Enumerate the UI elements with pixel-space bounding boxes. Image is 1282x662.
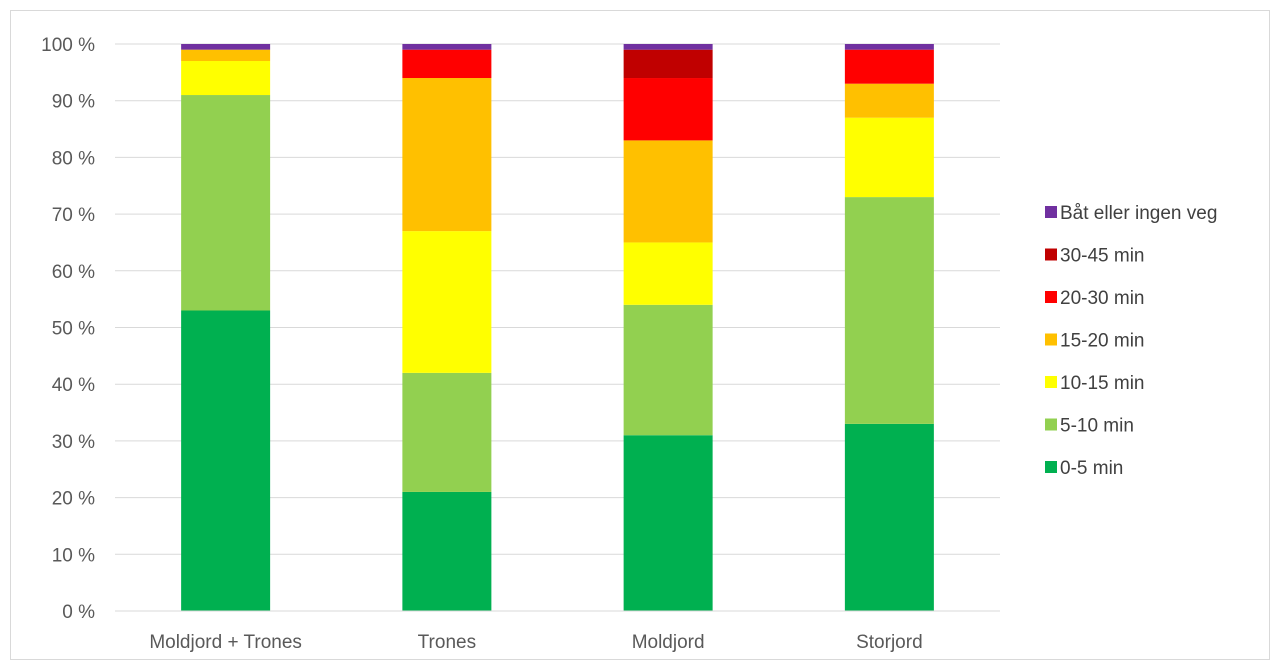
x-tick-label: Storjord — [856, 632, 923, 653]
bar-segment — [623, 304, 713, 436]
y-tick-label: 30 % — [52, 432, 95, 453]
y-tick-label: 80 % — [52, 148, 95, 169]
bar-segment — [402, 78, 492, 232]
bar-segment — [623, 140, 713, 243]
bar-segment — [844, 44, 934, 50]
bar-segment — [623, 435, 713, 611]
bar-segment — [181, 95, 271, 311]
legend-swatch — [1045, 333, 1057, 346]
bar-segment — [181, 61, 271, 96]
bar-stack — [623, 44, 713, 611]
legend-item: 30-45 min — [1045, 246, 1145, 267]
bar-stack — [181, 44, 271, 611]
legend-item: 5-10 min — [1045, 416, 1134, 437]
bar-segment — [181, 49, 271, 62]
legend-label: 0-5 min — [1060, 458, 1123, 479]
legend-item: 20-30 min — [1045, 288, 1145, 309]
legend-swatch — [1045, 248, 1057, 261]
y-axis-ticks: 0 % 10 % 20 % 30 % 40 % 50 % 60 % 70 % 80 % 90 % 1… — [41, 35, 95, 623]
legend-swatch — [1045, 376, 1057, 388]
bar-segment — [402, 372, 492, 492]
legend-item: 0-5 min — [1045, 458, 1123, 479]
legend-item: Båt eller ingen veg — [1045, 203, 1217, 224]
legend-swatch — [1045, 206, 1057, 218]
legend-item: 15-20 min — [1045, 331, 1145, 352]
bar-segment — [844, 197, 934, 424]
legend-item: 10-15 min — [1045, 373, 1145, 394]
x-tick-label: Moldjord + Trones — [149, 632, 302, 653]
legend-label: 15-20 min — [1060, 331, 1145, 352]
legend-swatch — [1045, 461, 1057, 473]
legend-label: 5-10 min — [1060, 416, 1134, 437]
y-tick-label: 60 % — [52, 262, 95, 283]
bars — [181, 44, 934, 611]
legend-label: 30-45 min — [1060, 246, 1145, 267]
bar-segment — [181, 44, 271, 50]
legend-label: 20-30 min — [1060, 288, 1145, 309]
legend-swatch — [1045, 291, 1057, 303]
bar-segment — [844, 83, 934, 118]
bar-segment — [844, 117, 934, 198]
y-tick-label: 40 % — [52, 375, 95, 396]
bar-segment — [844, 49, 934, 84]
y-tick-label: 90 % — [52, 92, 95, 113]
y-tick-label: 20 % — [52, 489, 95, 510]
y-tick-label: 50 % — [52, 319, 95, 340]
bar-segment — [623, 242, 713, 305]
legend-label: 10-15 min — [1060, 373, 1145, 394]
legend: Båt eller ingen veg 30-45 min 20-30 min 15-… — [1045, 203, 1217, 479]
bar-stack — [402, 44, 492, 611]
bar-segment — [623, 49, 713, 79]
legend-label: Båt eller ingen veg — [1060, 203, 1217, 224]
bar-segment — [623, 44, 713, 50]
x-tick-label: Moldjord — [632, 632, 705, 653]
y-tick-label: 0 % — [62, 602, 95, 623]
x-tick-label: Trones — [418, 632, 476, 653]
bar-segment — [402, 491, 492, 611]
legend-swatch — [1045, 418, 1057, 431]
y-tick-label: 70 % — [52, 205, 95, 226]
x-axis-ticks: Moldjord + Trones Trones Moldjord Storjord — [149, 632, 922, 653]
bar-segment — [402, 49, 492, 79]
bar-segment — [623, 78, 713, 141]
y-tick-label: 10 % — [52, 545, 95, 566]
bar-segment — [844, 423, 934, 611]
bar-stack — [844, 44, 934, 611]
bar-segment — [181, 310, 271, 611]
bar-segment — [402, 44, 492, 50]
bar-segment — [402, 231, 492, 373]
y-tick-label: 100 % — [41, 35, 95, 56]
